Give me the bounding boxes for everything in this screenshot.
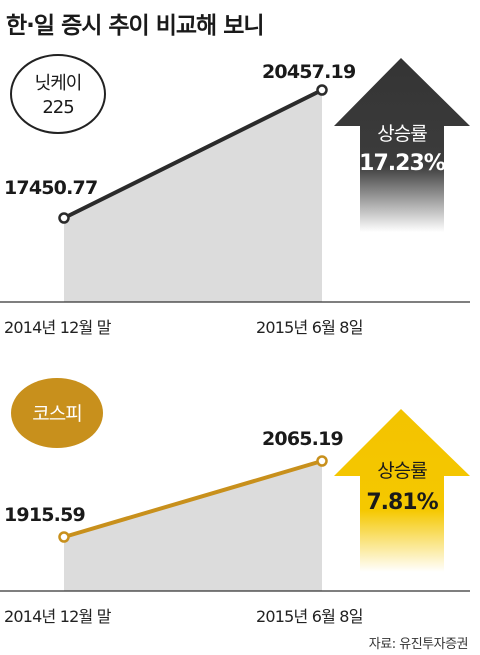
nikkei-value-label-end: 20457.19 xyxy=(262,61,355,83)
nikkei-badge xyxy=(10,54,106,134)
nikkei-panel: 17450.77 20457.19 2014년 12월 말 2015년 6월 8… xyxy=(0,54,470,337)
nikkei-x-tick-end: 2015년 6월 8일 xyxy=(256,318,363,337)
kospi-badge xyxy=(11,378,103,448)
nikkei-area xyxy=(64,90,322,302)
kospi-change-value: 7.81% xyxy=(366,490,438,515)
source-credit: 자료: 유진투자증권 xyxy=(368,637,469,652)
nikkei-point-end xyxy=(316,84,328,96)
kospi-value-label-end: 2065.19 xyxy=(262,428,343,450)
nikkei-value-label-start: 17450.77 xyxy=(4,177,97,199)
nikkei-badge-line2: 225 xyxy=(42,97,73,118)
kospi-x-tick-end: 2015년 6월 8일 xyxy=(256,607,363,626)
kospi-change-label: 상승률 xyxy=(377,460,427,482)
kospi-point-end xyxy=(316,455,328,467)
nikkei-change-value: 17.23% xyxy=(359,151,446,176)
kospi-panel: 1915.59 2065.19 2014년 12월 말 2015년 6월 8일 … xyxy=(0,378,470,626)
page-title: 한·일 증시 추이 비교해 보니 xyxy=(6,13,265,39)
nikkei-x-tick-start: 2014년 12월 말 xyxy=(4,318,112,337)
kospi-point-start xyxy=(58,531,70,543)
kospi-up-arrow xyxy=(334,409,470,572)
nikkei-series-line xyxy=(62,88,324,220)
nikkei-change-label: 상승률 xyxy=(377,123,427,145)
kospi-area xyxy=(64,461,322,591)
kospi-series-line xyxy=(62,459,324,539)
kospi-badge-label: 코스피 xyxy=(32,403,81,425)
nikkei-up-arrow xyxy=(334,58,470,232)
kospi-value-label-start: 1915.59 xyxy=(4,504,85,526)
kospi-x-tick-start: 2014년 12월 말 xyxy=(4,607,112,626)
nikkei-point-start xyxy=(58,212,70,224)
nikkei-badge-line1: 닛케이 xyxy=(35,73,82,94)
